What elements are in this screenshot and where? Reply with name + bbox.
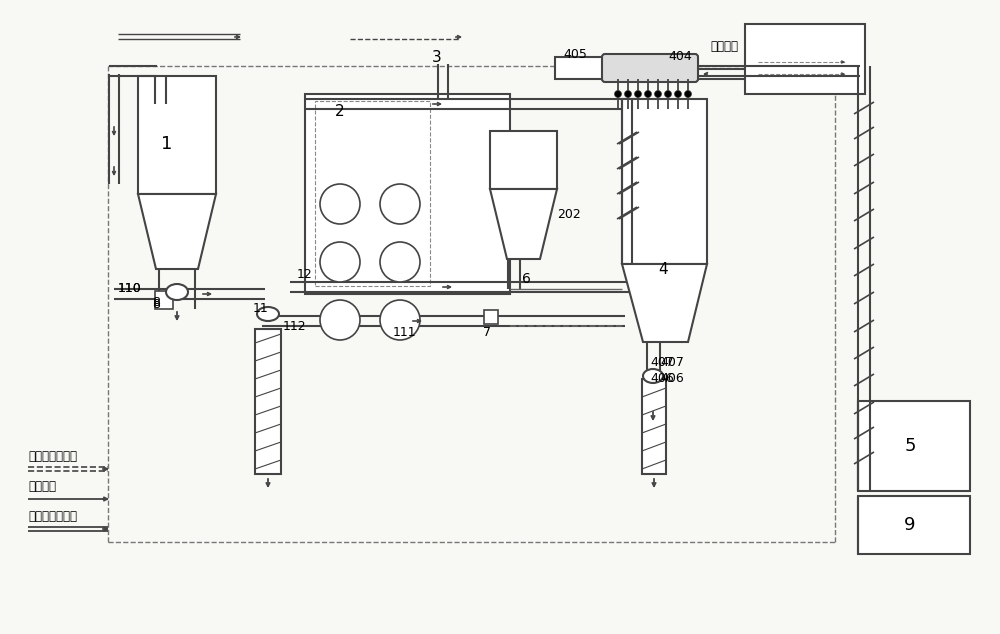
Text: 11: 11 [253,302,269,316]
Bar [484,310,498,324]
Text: 112: 112 [283,320,307,332]
Circle shape [684,91,692,98]
Text: 407: 407 [660,356,684,368]
Text: 202: 202 [557,207,581,221]
Text: 8: 8 [152,297,160,311]
Text: 含物料气流走向: 含物料气流走向 [28,450,77,462]
Ellipse shape [257,307,279,321]
Bar [642,379,666,474]
Text: 407: 407 [650,356,674,368]
Circle shape [644,91,652,98]
Text: 406: 406 [660,373,684,385]
Circle shape [380,300,420,340]
Polygon shape [490,189,557,259]
Circle shape [614,91,622,98]
Text: 406: 406 [650,373,674,385]
Text: 4: 4 [658,261,668,276]
Polygon shape [138,194,216,269]
Bar [490,131,557,189]
Text: 405: 405 [563,48,587,60]
Text: 3: 3 [432,51,442,65]
Bar [555,57,603,79]
Text: 110: 110 [118,283,142,295]
Circle shape [320,300,360,340]
Bar [138,76,216,194]
Circle shape [635,91,642,98]
Circle shape [380,184,420,224]
Text: 2: 2 [335,105,345,119]
Bar [858,496,970,554]
Circle shape [654,91,662,98]
Bar [255,329,281,474]
Circle shape [664,91,672,98]
Bar [305,94,510,294]
Text: 111: 111 [393,325,417,339]
Circle shape [380,242,420,282]
Bar [745,24,865,94]
Text: 6: 6 [522,272,531,286]
Text: 12: 12 [297,268,313,280]
Text: 9: 9 [904,516,916,534]
Text: 含粉尘气流走向: 含粉尘气流走向 [28,510,77,522]
Text: 1: 1 [161,135,173,153]
Bar [315,101,430,286]
Text: 物料走向: 物料走向 [28,479,56,493]
Circle shape [674,91,682,98]
FancyBboxPatch shape [602,54,698,82]
Text: 8: 8 [152,295,160,309]
Circle shape [320,184,360,224]
Text: 压缩空气: 压缩空气 [710,39,738,53]
Ellipse shape [166,284,188,300]
Bar [155,291,173,309]
Text: 110: 110 [118,283,142,295]
Circle shape [320,242,360,282]
Circle shape [624,91,632,98]
Text: 7: 7 [483,325,491,339]
Text: 5: 5 [904,437,916,455]
Polygon shape [622,264,707,342]
Ellipse shape [643,369,663,383]
Bar [622,99,707,264]
Text: 404: 404 [668,49,692,63]
Bar [858,401,970,491]
